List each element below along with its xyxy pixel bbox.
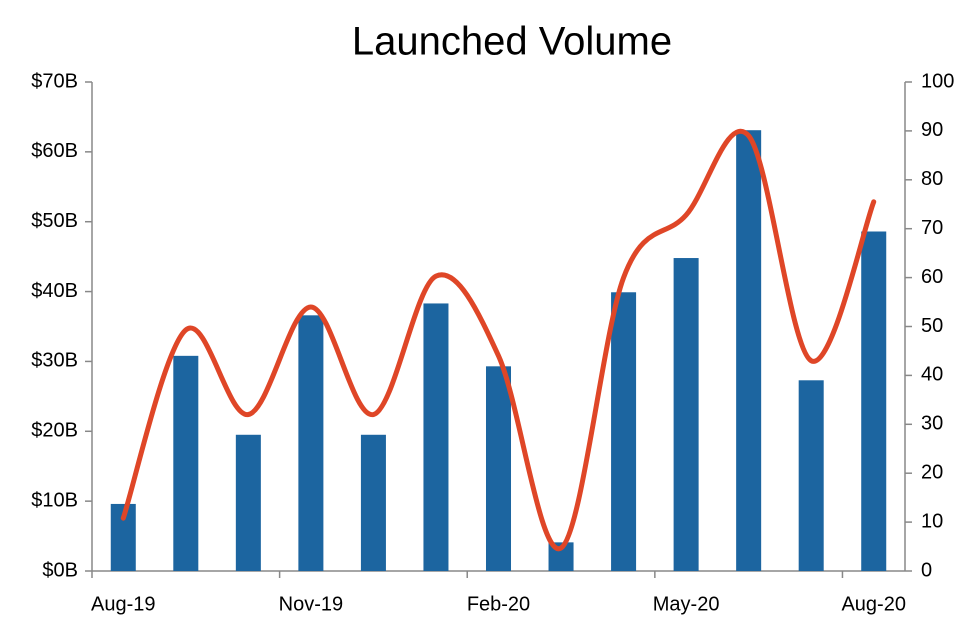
y2-tick-label: 90	[921, 119, 943, 141]
x-tick-label: Aug-20	[841, 593, 906, 615]
y-tick-label: $40B	[31, 280, 78, 302]
bar	[423, 303, 449, 571]
y2-tick-label: 10	[921, 510, 943, 532]
y-tick-label: $20B	[31, 420, 78, 442]
y2-tick-label: 20	[921, 461, 943, 483]
y2-tick-label: 70	[921, 217, 943, 239]
y-tick-label: $50B	[31, 210, 78, 232]
y2-tick-label: 50	[921, 315, 943, 337]
bar	[235, 434, 261, 571]
bar	[861, 231, 887, 571]
line	[120, 128, 877, 552]
y-tick-label: $60B	[31, 140, 78, 162]
bar	[173, 355, 199, 571]
y2-tick-label: 0	[921, 559, 932, 581]
bar	[611, 292, 637, 571]
y-tick-label: $30B	[31, 350, 78, 372]
chart-title: Launched Volume	[352, 20, 672, 64]
y2-tick-label: 30	[921, 413, 943, 435]
x-tick-label: May-20	[653, 593, 720, 615]
y-tick-label: $10B	[31, 489, 78, 511]
y2-tick-label: 100	[921, 70, 954, 92]
bar	[360, 434, 386, 571]
bar	[798, 380, 824, 571]
y2-tick-label: 40	[921, 364, 943, 386]
y2-tick-label: 60	[921, 266, 943, 288]
bar	[736, 130, 762, 572]
y-tick-label: $0B	[42, 559, 78, 581]
bar	[298, 315, 324, 571]
bar	[485, 366, 512, 571]
bar	[673, 258, 699, 571]
y-tick-label: $70B	[31, 70, 78, 92]
x-tick-label: Aug-19	[91, 593, 156, 615]
y2-tick-label: 80	[921, 168, 943, 190]
x-tick-label: Nov-19	[279, 593, 343, 615]
x-tick-label: Feb-20	[467, 593, 530, 615]
